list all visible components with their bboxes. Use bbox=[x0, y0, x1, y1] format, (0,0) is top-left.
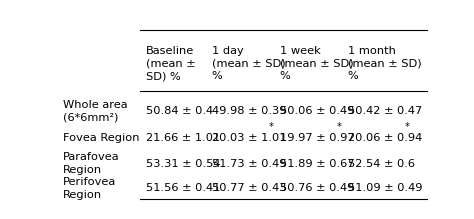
Text: Fovea Region: Fovea Region bbox=[63, 133, 139, 143]
Text: 20.06 ± 0.94: 20.06 ± 0.94 bbox=[347, 133, 422, 143]
Text: Parafovea
Region: Parafovea Region bbox=[63, 152, 119, 175]
Text: 51.56 ± 0.41: 51.56 ± 0.41 bbox=[146, 183, 220, 193]
Text: 49.98 ± 0.39: 49.98 ± 0.39 bbox=[212, 106, 286, 117]
Text: 19.97 ± 0.97: 19.97 ± 0.97 bbox=[280, 133, 354, 143]
Text: 50.06 ± 0.49: 50.06 ± 0.49 bbox=[280, 106, 354, 117]
Text: 21.66 ± 1.01: 21.66 ± 1.01 bbox=[146, 133, 220, 143]
Text: 50.76 ± 0.49: 50.76 ± 0.49 bbox=[280, 183, 354, 193]
Text: *: * bbox=[405, 122, 410, 132]
Text: 20.03 ± 1.01: 20.03 ± 1.01 bbox=[212, 133, 286, 143]
Text: 52.54 ± 0.6: 52.54 ± 0.6 bbox=[347, 159, 415, 169]
Text: 1 day
(mean ± SD)
%: 1 day (mean ± SD) % bbox=[212, 46, 285, 81]
Text: Whole area
(6*6mm²): Whole area (6*6mm²) bbox=[63, 100, 128, 123]
Text: 51.89 ± 0.67: 51.89 ± 0.67 bbox=[280, 159, 354, 169]
Text: 50.77 ± 0.43: 50.77 ± 0.43 bbox=[212, 183, 286, 193]
Text: 1 month
(mean ± SD)
%: 1 month (mean ± SD) % bbox=[347, 46, 421, 81]
Text: 51.73 ± 0.49: 51.73 ± 0.49 bbox=[212, 159, 286, 169]
Text: 50.42 ± 0.47: 50.42 ± 0.47 bbox=[347, 106, 422, 117]
Text: 1 week
(mean ± SD)
%: 1 week (mean ± SD) % bbox=[280, 46, 353, 81]
Text: Baseline
(mean ±
SD) %: Baseline (mean ± SD) % bbox=[146, 46, 195, 81]
Text: 50.84 ± 0.4: 50.84 ± 0.4 bbox=[146, 106, 213, 117]
Text: Perifovea
Region: Perifovea Region bbox=[63, 177, 116, 200]
Text: 51.09 ± 0.49: 51.09 ± 0.49 bbox=[347, 183, 422, 193]
Text: 53.31 ± 0.54: 53.31 ± 0.54 bbox=[146, 159, 220, 169]
Text: *: * bbox=[337, 122, 342, 132]
Text: *: * bbox=[269, 122, 273, 132]
